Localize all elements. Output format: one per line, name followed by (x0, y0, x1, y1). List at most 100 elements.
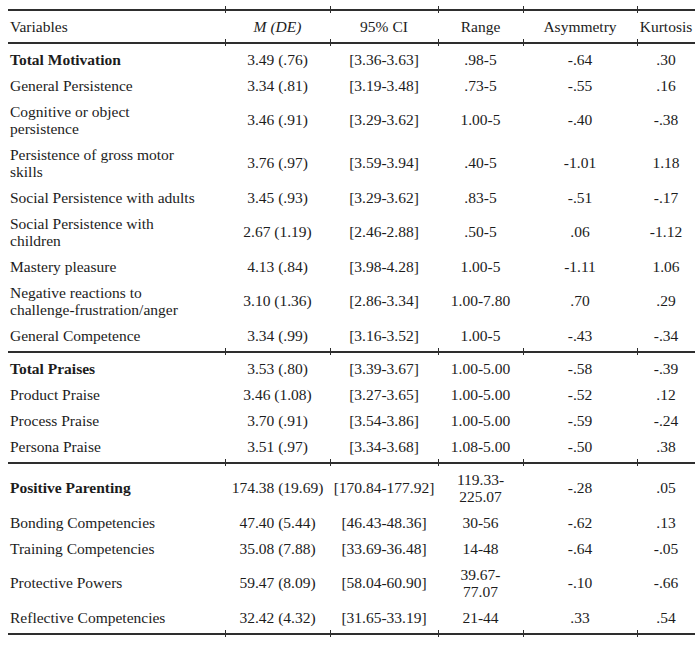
cell-kurtosis: .16 (637, 72, 695, 98)
range-value: 1.00-5.00 (451, 412, 510, 429)
cell-asymmetry: -.10 (523, 561, 637, 604)
cell-confidence-interval: [3.34-3.68] (330, 433, 438, 459)
cell-variable: General Persistence (8, 72, 225, 98)
cell-asymmetry: -1.11 (523, 253, 637, 279)
table-row: General Competence 3.34 (.99) [3.16-3.52… (8, 322, 695, 348)
table-row: Mastery pleasure 4.13 (.84) [3.98-4.28] … (8, 253, 695, 279)
cell-confidence-interval: [33.69-36.48] (330, 535, 438, 561)
cell-confidence-interval: [3.29-3.62] (330, 184, 438, 210)
cell-asymmetry: -1.01 (523, 141, 637, 184)
table-row: Bonding Competencies 47.40 (5.44) [46.43… (8, 509, 695, 535)
cell-variable: Total Motivation (8, 46, 225, 72)
cell-asymmetry: .33 (523, 604, 637, 630)
cell-kurtosis: -1.12 (637, 210, 695, 253)
range-value: 21-44 (462, 609, 498, 626)
cell-mean-sd: 32.42 (4.32) (225, 604, 330, 630)
cell-confidence-interval: [3.36-3.63] (330, 46, 438, 72)
table-body: Total Motivation 3.49 (.76) [3.36-3.63] … (8, 46, 695, 637)
column-header-m-de: M (DE) (225, 13, 330, 39)
cell-range: 14-48 (438, 535, 523, 561)
cell-kurtosis: .54 (637, 604, 695, 630)
cell-range: 21-44 (438, 604, 523, 630)
range-value: 1.00-7.80 (451, 292, 510, 309)
descriptive-statistics-table: Variables M (DE) 95% CI Range Asymmetry … (8, 6, 695, 637)
range-value: .40-5 (464, 154, 496, 171)
cell-asymmetry: -.50 (523, 433, 637, 459)
cell-asymmetry: -.58 (523, 355, 637, 381)
section-separator-border (8, 459, 695, 466)
cell-confidence-interval: [3.39-3.67] (330, 355, 438, 381)
cell-mean-sd: 3.76 (.97) (225, 141, 330, 184)
cell-mean-sd: 3.10 (1.36) (225, 279, 330, 322)
cell-variable: Product Praise (8, 381, 225, 407)
table-row: Persona Praise 3.51 (.97) [3.34-3.68] 1.… (8, 433, 695, 459)
cell-asymmetry: .70 (523, 279, 637, 322)
column-header-95ci: 95% CI (330, 13, 438, 39)
cell-confidence-interval: [3.98-4.28] (330, 253, 438, 279)
table-row: Process Praise 3.70 (.91) [3.54-3.86] 1.… (8, 407, 695, 433)
cell-range: 1.00-7.80 (438, 279, 523, 322)
cell-asymmetry: -.59 (523, 407, 637, 433)
cell-kurtosis: .05 (637, 466, 695, 509)
cell-range: .40-5 (438, 141, 523, 184)
cell-confidence-interval: [31.65-33.19] (330, 604, 438, 630)
cell-mean-sd: 3.34 (.99) (225, 322, 330, 348)
cell-range: 30-56 (438, 509, 523, 535)
cell-kurtosis: -.34 (637, 322, 695, 348)
cell-variable: Cognitive or object persistence (8, 98, 225, 141)
cell-variable: Total Praises (8, 355, 225, 381)
cell-mean-sd: 174.38 (19.69) (225, 466, 330, 509)
cell-kurtosis: .38 (637, 433, 695, 459)
cell-mean-sd: 3.49 (.76) (225, 46, 330, 72)
cell-asymmetry: -.52 (523, 381, 637, 407)
cell-kurtosis: .29 (637, 279, 695, 322)
cell-asymmetry: -.64 (523, 46, 637, 72)
range-value: 1.00-5 (460, 327, 500, 344)
header-separator-border (8, 39, 695, 46)
cell-variable: Mastery pleasure (8, 253, 225, 279)
cell-variable: Protective Powers (8, 561, 225, 604)
cell-range: .73-5 (438, 72, 523, 98)
column-header-asymmetry: Asymmetry (523, 13, 637, 39)
cell-variable: Persistence of gross motor skills (8, 141, 225, 184)
cell-range: .50-5 (438, 210, 523, 253)
cell-confidence-interval: [3.59-3.94] (330, 141, 438, 184)
cell-mean-sd: 59.47 (8.09) (225, 561, 330, 604)
cell-variable: Social Persistence with adults (8, 184, 225, 210)
cell-confidence-interval: [3.19-3.48] (330, 72, 438, 98)
cell-kurtosis: .12 (637, 381, 695, 407)
cell-confidence-interval: [3.29-3.62] (330, 98, 438, 141)
table-row: General Persistence 3.34 (.81) [3.19-3.4… (8, 72, 695, 98)
cell-confidence-interval: [2.86-3.34] (330, 279, 438, 322)
cell-variable: Reflective Competencies (8, 604, 225, 630)
cell-confidence-interval: [3.54-3.86] (330, 407, 438, 433)
cell-asymmetry: -.55 (523, 72, 637, 98)
range-value: 1.00-5 (460, 258, 500, 275)
cell-asymmetry: -.51 (523, 184, 637, 210)
cell-mean-sd: 3.46 (1.08) (225, 381, 330, 407)
table-row: Cognitive or object persistence 3.46 (.9… (8, 98, 695, 141)
cell-mean-sd: 3.53 (.80) (225, 355, 330, 381)
cell-kurtosis: -.66 (637, 561, 695, 604)
range-value: 1.00-5 (460, 111, 500, 128)
table-row: Training Competencies 35.08 (7.88) [33.6… (8, 535, 695, 561)
range-value: .73-5 (464, 77, 496, 94)
cell-confidence-interval: [170.84-177.92] (330, 466, 438, 509)
cell-mean-sd: 3.34 (.81) (225, 72, 330, 98)
cell-asymmetry: .06 (523, 210, 637, 253)
cell-variable: Persona Praise (8, 433, 225, 459)
cell-mean-sd: 2.67 (1.19) (225, 210, 330, 253)
column-header-range: Range (438, 13, 523, 39)
column-header-variables: Variables (8, 13, 225, 39)
cell-mean-sd: 3.51 (.97) (225, 433, 330, 459)
range-value: 14-48 (462, 540, 498, 557)
range-value: 1.00-5.00 (451, 386, 510, 403)
section-separator-border (8, 630, 695, 637)
cell-kurtosis: 1.18 (637, 141, 695, 184)
cell-range: 1.00-5 (438, 98, 523, 141)
cell-kurtosis: -.17 (637, 184, 695, 210)
section-separator-border (8, 348, 695, 355)
cell-variable: Training Competencies (8, 535, 225, 561)
cell-range: 1.00-5 (438, 322, 523, 348)
cell-kurtosis: -.39 (637, 355, 695, 381)
